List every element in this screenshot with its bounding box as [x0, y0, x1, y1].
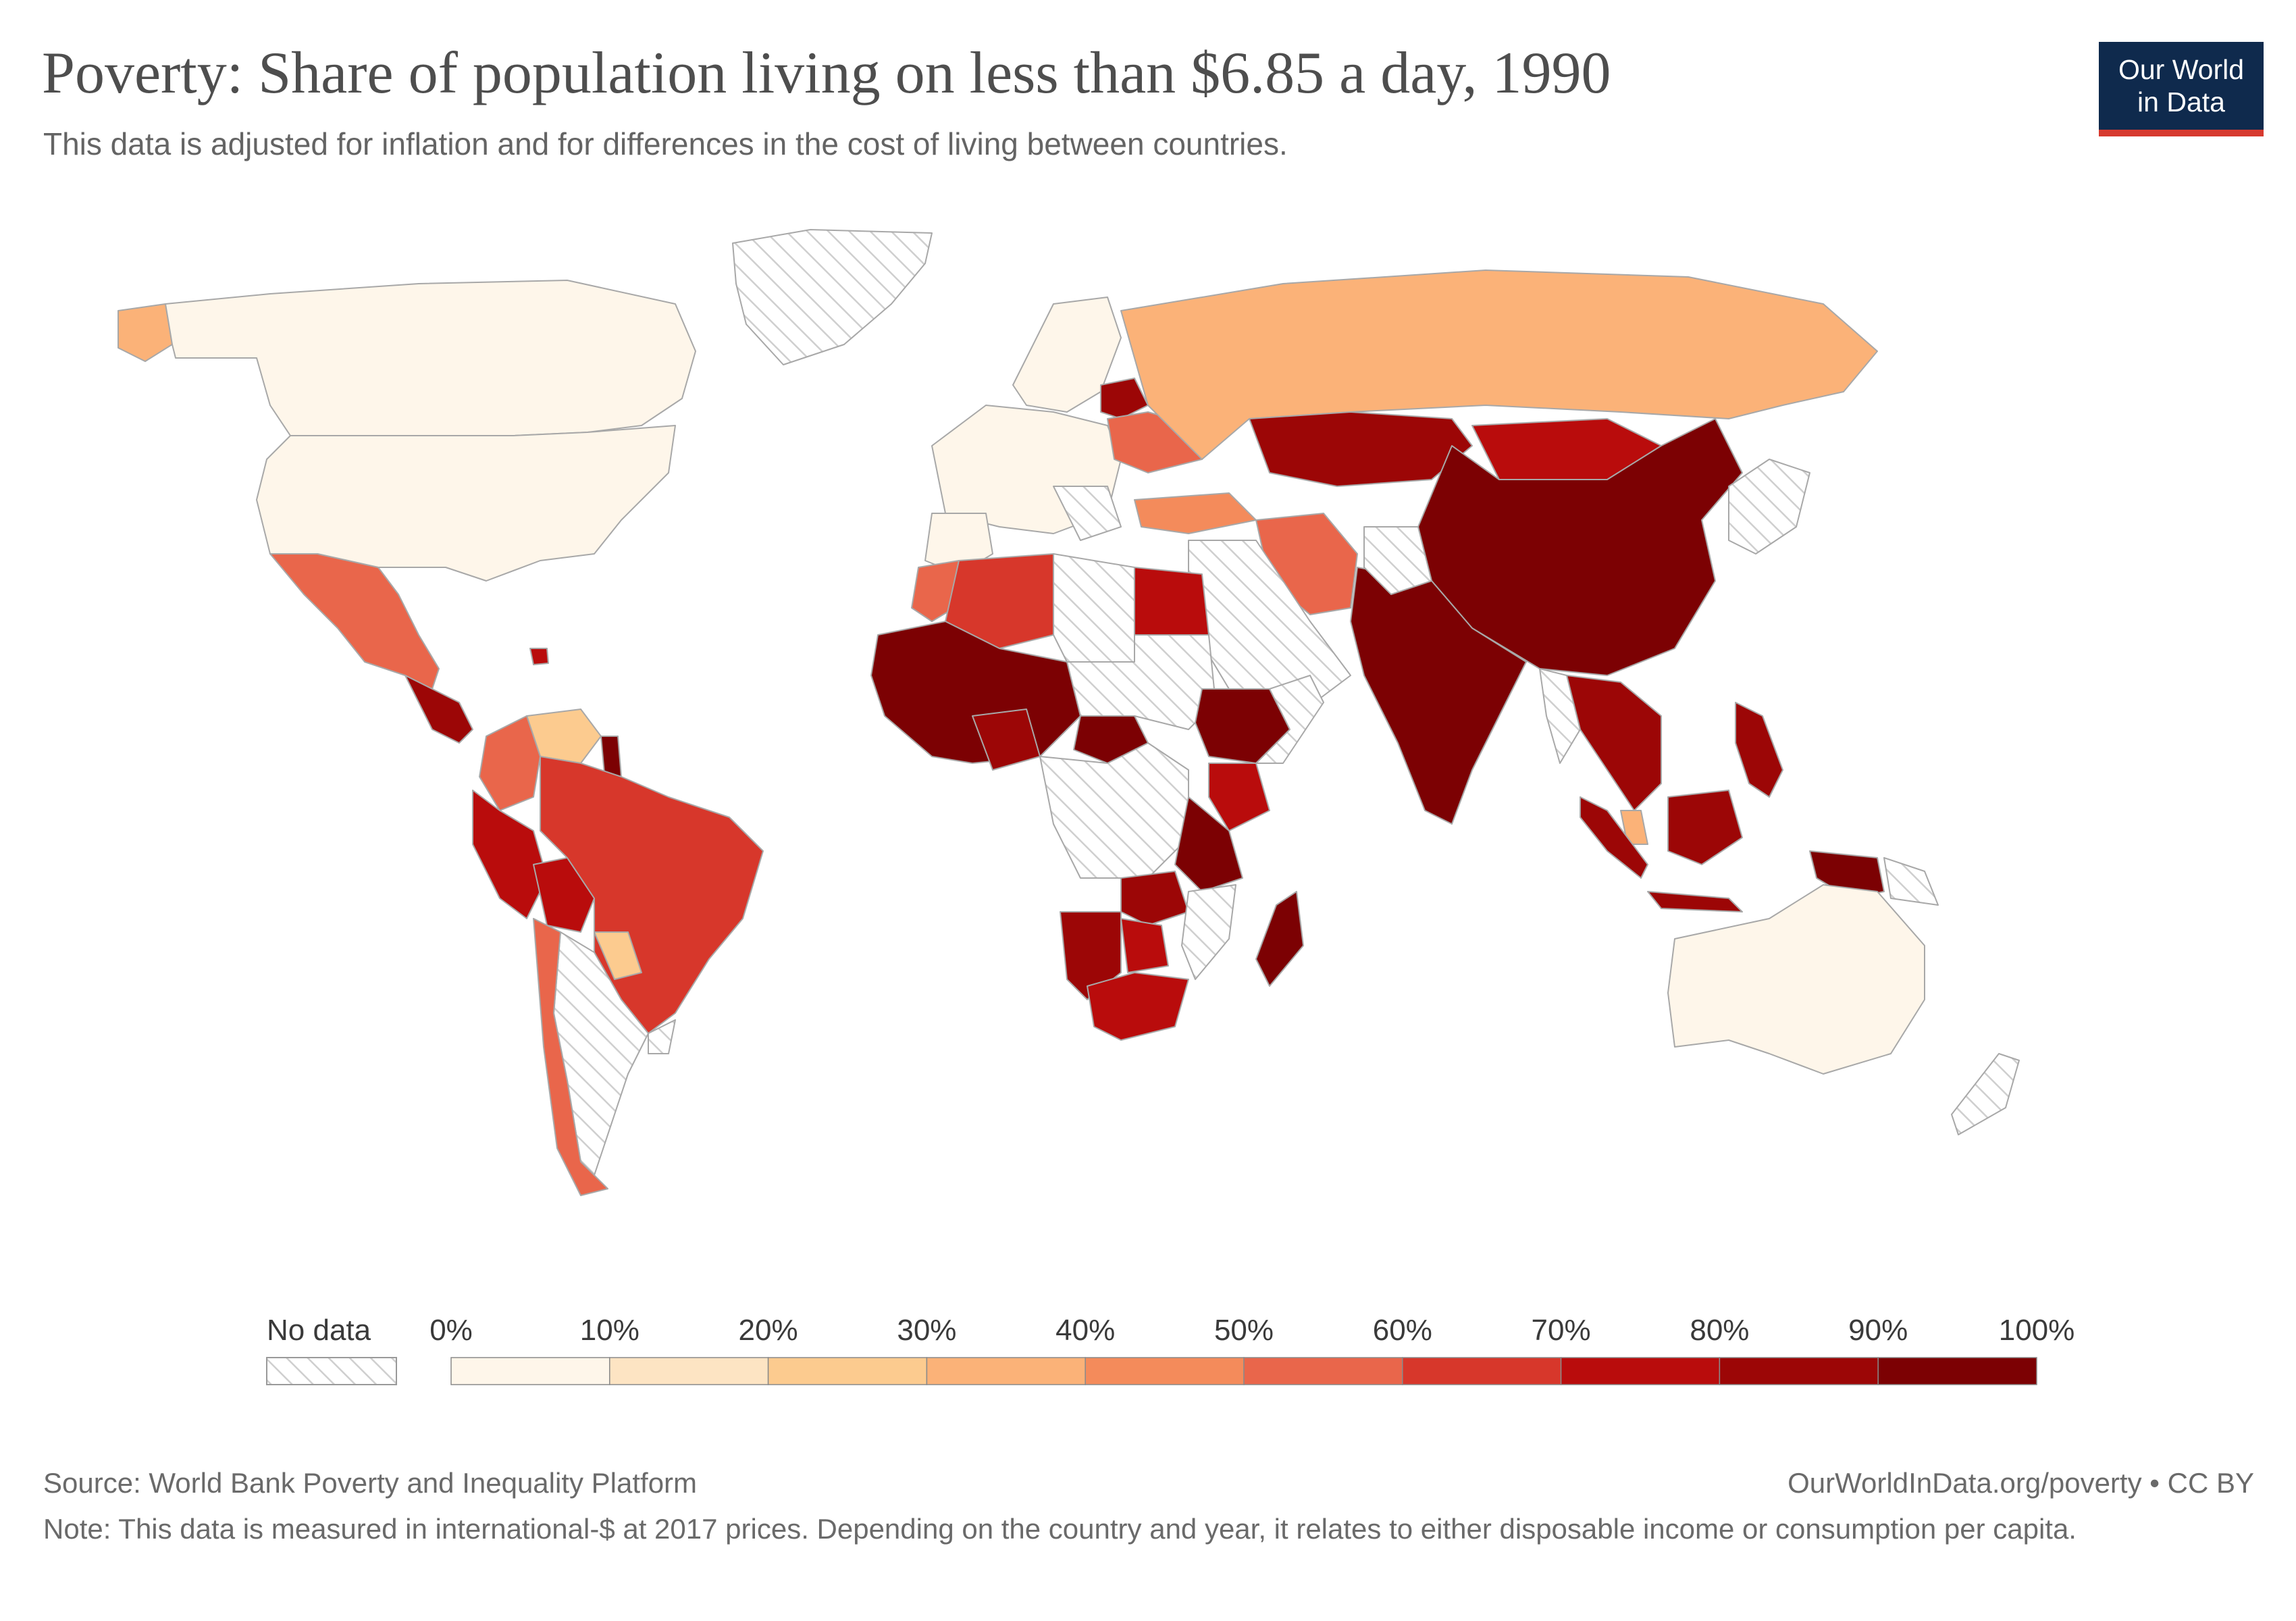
region-canada[interactable] — [165, 280, 696, 436]
legend-tick-label: 0% — [429, 1314, 473, 1347]
region-borneo[interactable] — [1667, 790, 1743, 865]
region-afghanistan[interactable] — [1363, 526, 1432, 595]
legend: 0% 10% 20% 30% 40% 50% 60% 70% 80% 90% 100% No dat… — [266, 1314, 2075, 1385]
region-malaysia[interactable] — [1620, 810, 1648, 845]
region-philippines[interactable] — [1735, 702, 1783, 798]
legend-bin-40-50[interactable] — [1085, 1357, 1245, 1385]
region-usa[interactable] — [256, 425, 676, 582]
legend-tick-label: 40% — [1055, 1314, 1115, 1347]
region-chile[interactable] — [533, 918, 608, 1196]
region-new-zealand[interactable] — [1951, 1053, 2020, 1135]
region-russia[interactable] — [1120, 269, 1878, 460]
legend-bin-20-30[interactable] — [767, 1357, 928, 1385]
region-uruguay[interactable] — [648, 1019, 676, 1054]
region-myanmar[interactable] — [1539, 668, 1581, 764]
region-kazakhstan[interactable] — [1249, 411, 1473, 487]
region-brazil[interactable] — [540, 756, 764, 1034]
region-balkans[interactable] — [1053, 486, 1122, 541]
region-madagascar[interactable] — [1255, 891, 1304, 987]
region-horn[interactable] — [1255, 675, 1324, 764]
source-text: Source: World Bank Poverty and Inequalit… — [43, 1467, 698, 1499]
legend-bin-30-40[interactable] — [926, 1357, 1086, 1385]
region-turkey[interactable] — [1134, 492, 1257, 534]
region-southeast-asia[interactable] — [1566, 675, 1662, 811]
region-papua-new-guinea[interactable] — [1883, 857, 1939, 906]
region-west-africa[interactable] — [870, 621, 1081, 764]
region-mozambique[interactable] — [1181, 884, 1236, 980]
chart-subtitle: This data is adjusted for inflation and … — [43, 126, 1288, 161]
region-java[interactable] — [1647, 891, 1743, 912]
world-map[interactable] — [0, 203, 2296, 1256]
region-egypt[interactable] — [1134, 567, 1209, 636]
region-scandinavia[interactable] — [1012, 297, 1122, 413]
legend-tick-label: 70% — [1532, 1314, 1591, 1347]
region-sumatra[interactable] — [1580, 796, 1648, 879]
region-kenya[interactable] — [1208, 763, 1270, 831]
region-south-africa[interactable] — [1087, 972, 1189, 1041]
note-text: Note: This data is measured in internati… — [43, 1513, 2077, 1545]
region-algeria[interactable] — [945, 553, 1054, 649]
legend-ticks: 0% 10% 20% 30% 40% 50% 60% 70% 80% 90% 100% — [429, 1314, 2075, 1347]
legend-bin-70-80[interactable] — [1560, 1357, 1721, 1385]
legend-tick-label: 100% — [1999, 1314, 2075, 1347]
region-zambia[interactable] — [1120, 871, 1189, 926]
legend-tick-label: 20% — [739, 1314, 798, 1347]
license-link[interactable]: OurWorldInData.org/poverty • CC BY — [1788, 1467, 2254, 1499]
logo-line-1: Our World — [2118, 54, 2245, 85]
region-tanzania[interactable] — [1174, 796, 1243, 892]
region-greenland[interactable] — [732, 229, 933, 365]
legend-tick-label: 10% — [580, 1314, 640, 1347]
region-paraguay[interactable] — [594, 931, 642, 980]
legend-tick-label: 30% — [897, 1314, 956, 1347]
region-australia[interactable] — [1667, 884, 1925, 1075]
region-colombia[interactable] — [479, 715, 541, 811]
legend-bin-10-20[interactable] — [609, 1357, 769, 1385]
region-haiti[interactable] — [529, 648, 549, 665]
region-peru[interactable] — [472, 790, 548, 919]
legend-tick-label: 90% — [1848, 1314, 1908, 1347]
owid-logo[interactable]: Our World in Data — [2099, 42, 2264, 136]
region-mexico[interactable] — [269, 553, 440, 690]
region-central-america[interactable] — [405, 675, 473, 744]
legend-no-data-label: No data — [267, 1314, 371, 1347]
logo-line-2: in Data — [2137, 86, 2225, 118]
legend-tick-label: 80% — [1690, 1314, 1749, 1347]
legend-bins — [450, 1357, 2037, 1385]
legend-bin-50-60[interactable] — [1243, 1357, 1403, 1385]
legend-bin-0-10[interactable] — [450, 1357, 610, 1385]
legend-tick-label: 50% — [1214, 1314, 1274, 1347]
region-botswana[interactable] — [1120, 918, 1169, 973]
legend-bin-90-100[interactable] — [1877, 1357, 2037, 1385]
legend-tick-label: 60% — [1373, 1314, 1432, 1347]
region-belarus[interactable] — [1100, 378, 1149, 419]
region-central-africa[interactable] — [1039, 742, 1189, 879]
region-korea-japan[interactable] — [1728, 459, 1810, 555]
legend-no-data-swatch — [266, 1357, 397, 1385]
chart-title: Poverty: Share of population living on l… — [42, 41, 1611, 106]
legend-bin-80-90[interactable] — [1719, 1357, 1879, 1385]
legend-bin-60-70[interactable] — [1402, 1357, 1562, 1385]
region-libya[interactable] — [1053, 553, 1135, 663]
region-south-asia[interactable] — [1350, 567, 1527, 825]
region-alaska[interactable] — [118, 303, 173, 362]
